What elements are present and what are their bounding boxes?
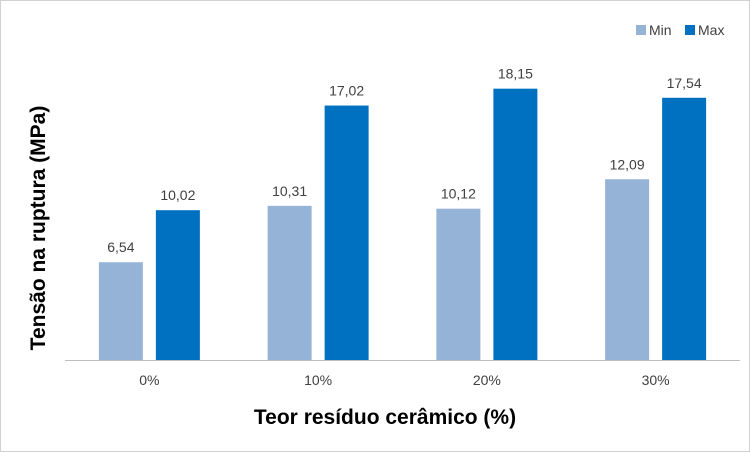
legend-swatch-max: [685, 25, 695, 35]
bar-max-1: [324, 105, 369, 361]
legend: Min Max: [636, 22, 724, 38]
bar-max-0: [155, 210, 200, 360]
x-axis-title: Teor resíduo cerâmico (%): [254, 406, 516, 429]
data-label-max-2: 18,15: [498, 66, 533, 82]
bar-max-3: [662, 97, 707, 360]
data-label-max-0: 10,02: [160, 187, 195, 203]
bars-group: [98, 88, 707, 361]
data-label-max-1: 17,02: [329, 83, 364, 99]
x-tick-labels: 0% 10% 20% 30%: [139, 372, 669, 388]
x-tick-label-3: 30%: [642, 372, 670, 388]
legend-label-max: Max: [698, 22, 724, 38]
x-tick-label-1: 10%: [304, 372, 332, 388]
bar-min-1: [267, 205, 312, 360]
data-label-max-3: 17,54: [667, 75, 702, 91]
y-axis-title: Tensão na ruptura (MPa): [27, 106, 50, 351]
data-label-min-1: 10,31: [272, 183, 307, 199]
bar-max-2: [493, 88, 538, 360]
data-label-min-0: 6,54: [107, 239, 134, 255]
bar-min-0: [98, 262, 143, 360]
legend-label-min: Min: [649, 22, 672, 38]
x-tick-label-0: 0%: [139, 372, 159, 388]
x-tick-label-2: 20%: [473, 372, 501, 388]
bar-min-2: [436, 208, 481, 360]
legend-swatch-min: [636, 25, 646, 35]
bar-min-3: [605, 179, 650, 360]
data-labels-group: 6,54 10,02 10,31 17,02 10,12 18,15 12,09 17,54: [107, 66, 702, 256]
data-label-min-2: 10,12: [441, 186, 476, 202]
data-label-min-3: 12,09: [610, 156, 645, 172]
